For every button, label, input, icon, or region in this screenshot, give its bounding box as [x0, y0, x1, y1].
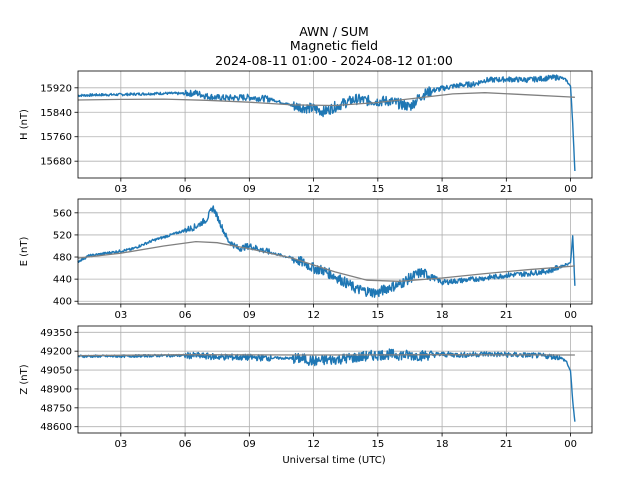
x-tick-label: 21	[500, 439, 513, 450]
y-tick-label: 49350	[40, 328, 72, 339]
y-tick-label: 15760	[40, 132, 72, 143]
y-tick-label: 520	[53, 230, 72, 241]
y-tick-label: 49200	[40, 347, 72, 358]
title-line-1: AWN / SUM	[299, 24, 369, 39]
x-axis-label: Universal time (UTC)	[282, 455, 385, 466]
x-tick-label: 18	[436, 310, 449, 321]
x-tick-label: 03	[114, 310, 127, 321]
series-z-observed	[77, 348, 576, 422]
y-tick-label: 48750	[40, 403, 72, 414]
series-e-observed	[77, 205, 576, 298]
panel-frame	[77, 325, 593, 434]
panel-z: 48600 48750 48900 49050 49200 49350 03 06 09 12 15…	[19, 325, 593, 450]
y-tick-label: 48900	[40, 384, 72, 395]
y-tick-label: 400	[53, 297, 72, 308]
y-tick-label: 15920	[40, 83, 72, 94]
panel-frame	[77, 198, 593, 305]
chart-titles: AWN / SUM Magnetic field 2024-08-11 01:0…	[215, 24, 453, 68]
x-tick-label: 09	[243, 439, 256, 450]
panel-e: 400 440 480 520 560 03 06 09 12 15 18 21 00 E (nT)	[19, 198, 593, 321]
x-tick-label: 06	[179, 184, 192, 195]
series-h-observed	[77, 74, 576, 172]
x-tick-label: 03	[114, 184, 127, 195]
y-axis-label: E (nT)	[19, 237, 30, 267]
x-tick-label: 21	[500, 310, 513, 321]
title-line-2: Magnetic field	[290, 38, 378, 53]
panel-frame	[77, 70, 593, 179]
x-tick-label: 15	[371, 439, 384, 450]
y-tick-label: 49050	[40, 366, 72, 377]
x-tick-label: 06	[179, 310, 192, 321]
x-tick-label: 12	[307, 184, 320, 195]
x-tick-label: 06	[179, 439, 192, 450]
x-tick-label: 12	[307, 310, 320, 321]
y-tick-label: 48600	[40, 422, 72, 433]
y-axis-label: H (nT)	[19, 109, 30, 140]
panel-h: 15680 15760 15840 15920 03 06 09 12 15 18 21 00 H (n…	[19, 70, 593, 195]
x-tick-label: 03	[114, 439, 127, 450]
x-tick-label: 09	[243, 184, 256, 195]
x-tick-label: 15	[371, 184, 384, 195]
x-tick-label: 12	[307, 439, 320, 450]
y-tick-label: 15840	[40, 108, 72, 119]
y-tick-label: 560	[53, 208, 72, 219]
x-tick-label: 18	[436, 184, 449, 195]
x-tick-label: 00	[564, 310, 577, 321]
x-tick-label: 21	[500, 184, 513, 195]
y-tick-label: 440	[53, 275, 72, 286]
series-z-baseline	[77, 354, 575, 357]
title-line-3: 2024-08-11 01:00 - 2024-08-12 01:00	[215, 53, 453, 68]
x-tick-label: 00	[564, 184, 577, 195]
series-e-baseline	[77, 240, 575, 282]
x-tick-label: 15	[371, 310, 384, 321]
y-axis-label: Z (nT)	[19, 364, 30, 394]
x-tick-label: 00	[564, 439, 577, 450]
series-h-baseline	[77, 92, 575, 107]
x-tick-label: 09	[243, 310, 256, 321]
y-tick-label: 15680	[40, 157, 72, 168]
x-tick-label: 18	[436, 439, 449, 450]
panels: 15680 15760 15840 15920 03 06 09 12 15 18 21 00 H (n…	[19, 70, 593, 450]
y-tick-label: 480	[53, 253, 72, 264]
